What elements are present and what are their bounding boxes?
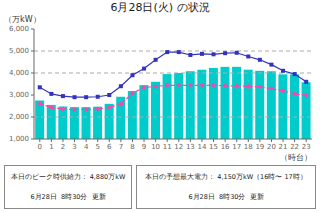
svg-text:2,000: 2,000: [9, 113, 29, 121]
svg-text:6,000: 6,000: [9, 25, 29, 33]
svg-text:5: 5: [95, 143, 99, 151]
svg-text:21: 21: [279, 143, 288, 151]
svg-text:17: 17: [232, 143, 241, 151]
svg-text:6: 6: [107, 143, 112, 151]
svg-text:23: 23: [302, 143, 311, 151]
svg-text:5,000: 5,000: [9, 47, 29, 55]
html-text:本日の予想最大電力： 4,150万kW（16時〜 17時）: 本日の予想最大電力： 4,150万kW（16時〜 17時）: [145, 173, 307, 181]
svg-text:3,000: 3,000: [9, 91, 29, 99]
svg-text:8: 8: [130, 143, 134, 151]
svg-text:1: 1: [49, 143, 53, 151]
svg-text:15: 15: [209, 143, 218, 151]
svg-text:20: 20: [267, 143, 276, 151]
html-text:6月28日 8時30分 更新: 6月28日 8時30分 更新: [188, 193, 264, 201]
html-text:本日のピーク時供給力： 4,880万kW: 本日のピーク時供給力： 4,880万kW: [10, 173, 126, 181]
svg-text:22: 22: [290, 143, 299, 151]
svg-text:9: 9: [142, 143, 146, 151]
svg-text:4,000: 4,000: [9, 69, 29, 77]
svg-text:12: 12: [174, 143, 183, 151]
html-text:6月28日(火) の状況: 6月28日(火) の状況: [110, 1, 210, 14]
svg-text:4: 4: [84, 143, 89, 151]
svg-text:10: 10: [151, 143, 160, 151]
svg-text:0: 0: [38, 143, 42, 151]
svg-text:14: 14: [197, 143, 206, 151]
html-text:（時台）: （時台）: [280, 153, 312, 162]
svg-text:11: 11: [163, 143, 172, 151]
svg-text:7: 7: [119, 143, 123, 151]
html-text:（万kW）: （万kW）: [4, 15, 41, 24]
svg-text:1,000: 1,000: [9, 135, 29, 143]
svg-text:13: 13: [186, 143, 195, 151]
svg-text:16: 16: [221, 143, 230, 151]
svg-text:2: 2: [61, 143, 65, 151]
svg-text:19: 19: [255, 143, 264, 151]
html-text:6月28日 8時30分 更新: 6月28日 8時30分 更新: [30, 193, 106, 201]
svg-text:3: 3: [72, 143, 76, 151]
svg-text:18: 18: [244, 143, 253, 151]
